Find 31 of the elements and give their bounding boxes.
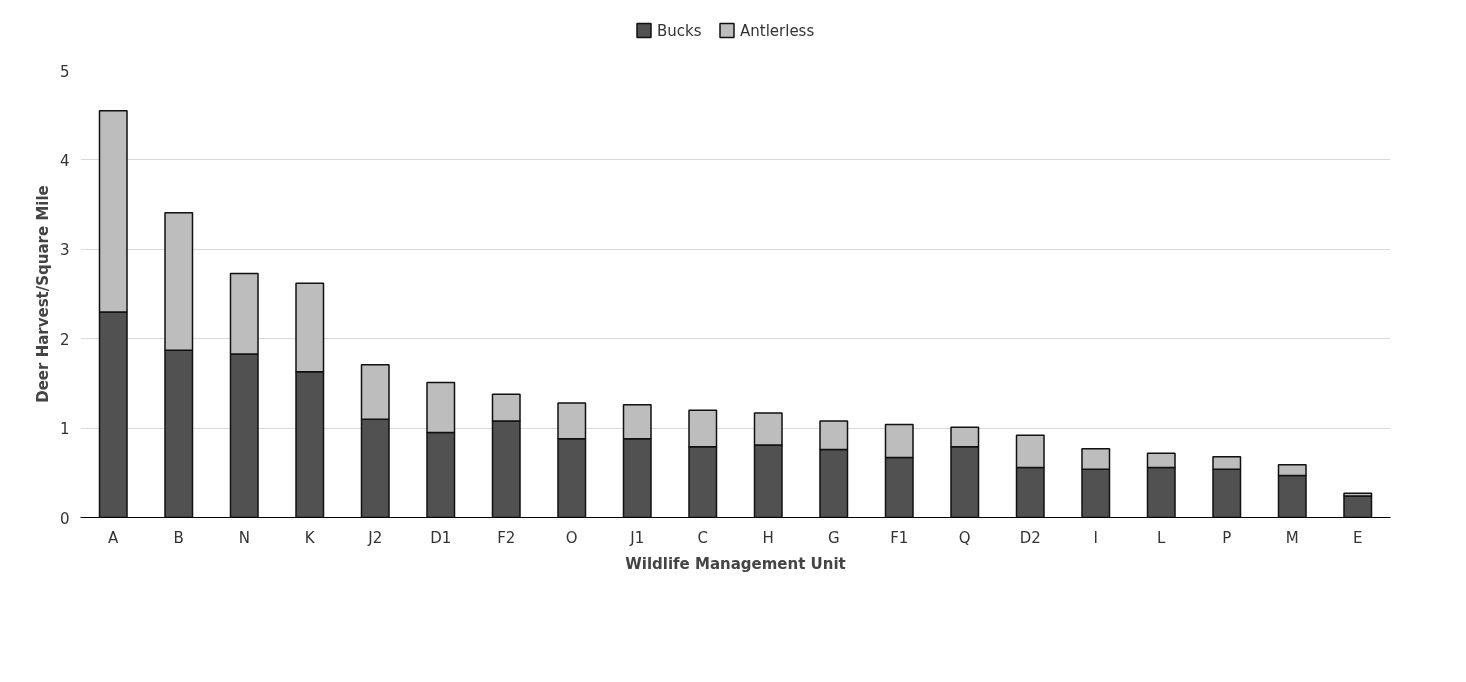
- x-tick-label: J1: [629, 528, 645, 547]
- x-tick-label: D1: [430, 528, 452, 547]
- bar: [1343, 495, 1373, 518]
- x-tick-label: D2: [1019, 528, 1041, 547]
- x-tick-label: E: [1353, 528, 1363, 547]
- x-tick-label: F2: [497, 528, 516, 547]
- y-tick-label: 3: [59, 241, 70, 260]
- y-tick-label: 4: [59, 151, 70, 170]
- x-tick-label: C: [697, 528, 708, 547]
- x-tick-label: A: [108, 528, 120, 547]
- x-tick-label: G: [827, 528, 840, 547]
- y-tick-label: 0: [59, 509, 70, 528]
- y-tick-label: 2: [59, 330, 70, 349]
- legend-label: Bucks: [657, 21, 702, 40]
- y-tick-label: 1: [59, 420, 70, 439]
- x-tick-label: F1: [890, 528, 909, 547]
- x-tick-label: K: [304, 528, 316, 547]
- y-axis-title: Deer Harvest/Square Mile: [33, 185, 52, 403]
- x-tick-label: Q: [958, 528, 971, 547]
- x-tick-label: N: [238, 528, 250, 547]
- x-tick-label: M: [1285, 528, 1299, 547]
- x-tick-label: H: [762, 528, 774, 547]
- x-tick-label: O: [565, 528, 578, 547]
- x-tick-label: I: [1093, 528, 1098, 547]
- x-tick-label: P: [1222, 528, 1232, 547]
- x-tick-label: J2: [367, 528, 383, 547]
- x-tick-label: L: [1157, 528, 1167, 547]
- x-axis-title: Wildlife Management Unit: [625, 554, 846, 573]
- x-tick-label: B: [173, 528, 184, 547]
- y-tick-label: 5: [59, 62, 70, 81]
- legend-label: Antlerless: [740, 21, 815, 40]
